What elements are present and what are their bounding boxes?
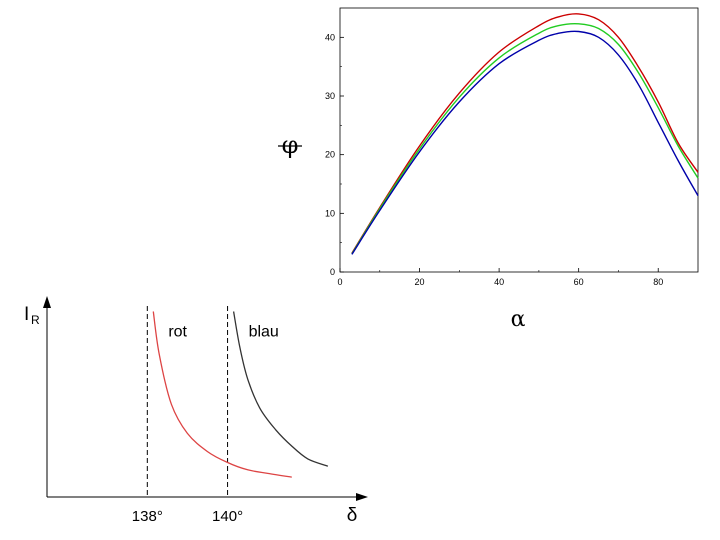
chart2-x-ticks: 138° 140° — [132, 508, 243, 525]
chart1-y-tick-label: 20 — [325, 150, 335, 160]
chart2-x-tick-label: 138° — [132, 508, 163, 525]
chart2-series-line-blau — [232, 311, 329, 467]
chart2-series-label-blau: blau — [249, 323, 279, 340]
chart1-series-group — [351, 13, 699, 255]
chart1-y-tick-label: 0 — [330, 267, 335, 277]
chart1-plot-frame — [339, 7, 699, 273]
chart1-x-tick-label: 80 — [653, 277, 663, 287]
chart1-x-tick-label: 60 — [574, 277, 584, 287]
chart2-y-axis-label: I — [24, 304, 29, 325]
chart2-x-tick-label: 140° — [212, 508, 243, 525]
chart1-x-tick-label: 20 — [415, 277, 425, 287]
chart1-x-tick-label: 40 — [494, 277, 504, 287]
chart2-x-axis-label: δ — [347, 505, 358, 526]
chart1-x-tick-label: 0 — [337, 277, 342, 287]
chart1-series-line-1 — [351, 13, 699, 254]
chart1-series-line-2 — [351, 22, 699, 255]
chart2-series-line-rot — [152, 311, 292, 478]
chart2-series-group — [152, 311, 329, 478]
chart2-x-axis-arrow — [356, 493, 368, 501]
chart2-y-axis-subscript: R — [31, 313, 40, 327]
chart1-x-axis-label: α — [511, 307, 526, 332]
chart1-series-line-3 — [351, 30, 699, 255]
chart2-series-label-rot: rot — [168, 323, 187, 340]
intensity-delta-chart: I R δ 138° 140° rot blau — [24, 296, 368, 526]
alpha-phi-chart: 0 20 40 60 80 0 10 20 30 40 φ α — [278, 7, 699, 332]
chart2-reference-lines — [146, 306, 229, 497]
chart1-y-axis-label: φ — [282, 131, 299, 159]
chart2-series-labels: rot blau — [168, 323, 278, 340]
chart1-y-tick-label: 30 — [325, 91, 335, 101]
chart1-y-ticks: 0 10 20 30 40 — [325, 32, 344, 277]
chart1-y-tick-label: 10 — [325, 208, 335, 218]
chart1-y-tick-label: 40 — [325, 32, 335, 42]
chart2-y-axis-arrow — [43, 296, 51, 308]
chart1-x-ticks: 0 20 40 60 80 — [337, 268, 663, 287]
